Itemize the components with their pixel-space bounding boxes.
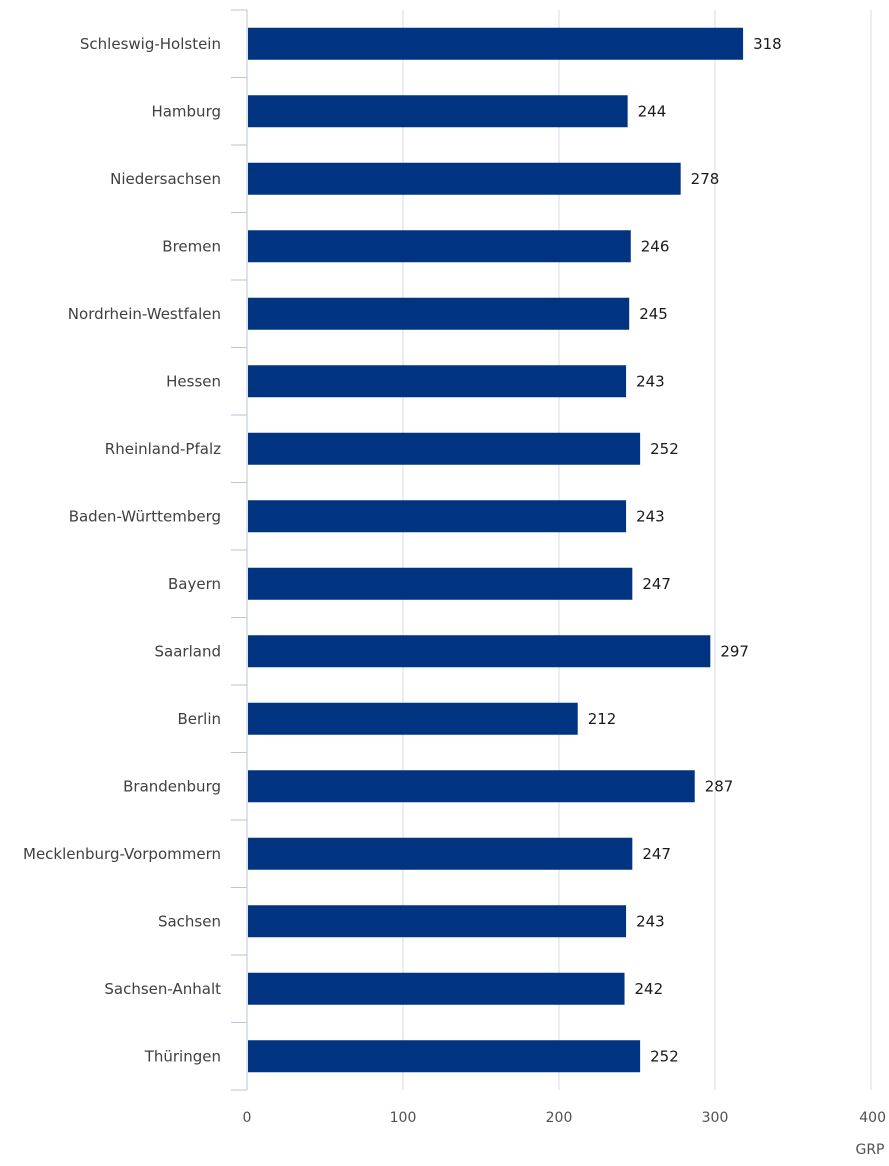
bar	[248, 1040, 640, 1072]
value-label: 252	[650, 440, 679, 458]
bar	[248, 568, 632, 600]
category-label: Sachsen	[158, 912, 221, 930]
bar	[248, 973, 625, 1005]
value-label: 243	[636, 372, 665, 390]
value-label: 242	[635, 980, 664, 998]
x-tick-label: 300	[702, 1110, 729, 1126]
x-tick-label: 100	[390, 1110, 417, 1126]
bar	[248, 703, 578, 735]
value-label: 287	[705, 777, 734, 795]
bars	[248, 28, 743, 1073]
x-tick-label: 400	[859, 1110, 886, 1126]
category-label: Hessen	[166, 372, 221, 390]
bar	[248, 298, 629, 330]
category-label: Thüringen	[144, 1047, 221, 1065]
bar	[248, 28, 743, 60]
value-label: 318	[753, 35, 782, 53]
category-label: Niedersachsen	[110, 170, 221, 188]
category-label: Sachsen-Anhalt	[104, 980, 221, 998]
x-axis-tick-labels: 0 100 200 300 400	[243, 1110, 886, 1126]
value-label: 246	[641, 237, 670, 255]
bar	[248, 365, 626, 397]
category-label: Bayern	[168, 575, 221, 593]
x-tick-label: 0	[243, 1110, 252, 1126]
value-label: 244	[638, 102, 667, 120]
bar	[248, 838, 632, 870]
value-label: 212	[588, 710, 617, 728]
category-label: Bremen	[162, 237, 221, 255]
value-label: 247	[642, 845, 671, 863]
value-label: 245	[639, 305, 668, 323]
bar	[248, 635, 710, 667]
value-label: 297	[720, 642, 749, 660]
bar	[248, 905, 626, 937]
category-label: Baden-Württemberg	[69, 507, 221, 525]
value-label: 243	[636, 507, 665, 525]
bar	[248, 95, 628, 127]
category-label: Rheinland-Pfalz	[105, 440, 221, 458]
value-label: 247	[642, 575, 671, 593]
category-label: Hamburg	[151, 102, 221, 120]
category-label: Saarland	[155, 642, 221, 660]
bar	[248, 230, 631, 262]
bar	[248, 770, 695, 802]
category-label: Brandenburg	[123, 777, 221, 795]
x-axis-title: GRP	[855, 1142, 884, 1158]
value-label: 243	[636, 912, 665, 930]
value-label: 252	[650, 1047, 679, 1065]
bar	[248, 500, 626, 532]
x-tick-label: 200	[546, 1110, 573, 1126]
category-label: Berlin	[177, 710, 221, 728]
bar	[248, 163, 681, 195]
category-label: Mecklenburg-Vorpommern	[23, 845, 221, 863]
value-label: 278	[691, 170, 720, 188]
category-labels: Schleswig-Holstein Hamburg Niedersachsen Br…	[23, 35, 221, 1066]
category-label: Nordrhein-Westfalen	[68, 305, 221, 323]
bar	[248, 433, 640, 465]
y-axis	[231, 10, 247, 1090]
category-label: Schleswig-Holstein	[80, 35, 221, 53]
